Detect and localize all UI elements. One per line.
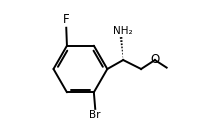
Text: Br: Br (89, 110, 101, 120)
Text: F: F (63, 13, 70, 26)
Text: NH₂: NH₂ (113, 26, 133, 36)
Text: O: O (151, 53, 160, 66)
